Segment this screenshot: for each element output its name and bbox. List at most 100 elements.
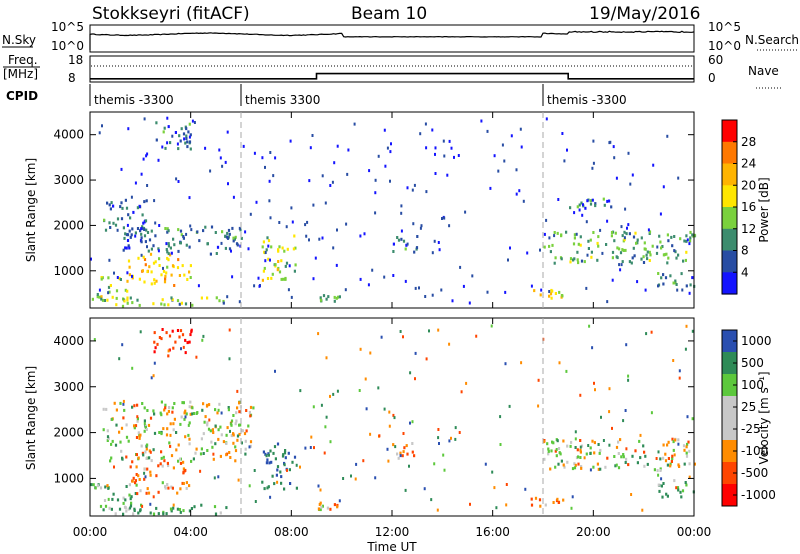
velocity-cell xyxy=(304,446,307,450)
velocity-cbar-label: 500 xyxy=(741,356,764,370)
velocity-cell xyxy=(650,411,653,415)
power-cell xyxy=(392,250,395,253)
velocity-cell xyxy=(656,469,659,473)
power-cell xyxy=(140,240,143,244)
velocity-cell xyxy=(262,450,265,454)
velocity-cell xyxy=(591,439,594,443)
power-cell xyxy=(167,258,170,262)
power-cell xyxy=(267,244,270,248)
velocity-cell xyxy=(124,498,127,502)
power-cell xyxy=(578,208,581,212)
power-cell xyxy=(677,253,680,257)
velocity-cell xyxy=(358,389,361,392)
velocity-cell xyxy=(201,338,204,342)
cpid-segment-label: themis 3300 xyxy=(245,93,320,107)
power-cell xyxy=(109,226,112,229)
power-cell xyxy=(631,173,634,177)
power-cell xyxy=(230,249,232,253)
power-cell xyxy=(392,274,395,277)
velocity-cbar-label: 25 xyxy=(741,400,756,414)
velocity-cell xyxy=(458,431,461,434)
velocity-cell xyxy=(687,440,690,444)
power-cell xyxy=(170,296,173,300)
power-cell xyxy=(108,258,111,262)
power-cell xyxy=(191,303,194,307)
power-cell xyxy=(560,234,563,238)
velocity-cell xyxy=(160,432,163,436)
x-tick-label: 08:00 xyxy=(274,525,309,539)
power-cell xyxy=(120,217,124,221)
velocity-cell xyxy=(130,495,133,499)
power-cbar-swatch xyxy=(722,141,737,165)
velocity-cell xyxy=(266,486,269,490)
velocity-cell xyxy=(110,507,113,511)
power-cell xyxy=(308,238,310,242)
power-cell xyxy=(238,300,241,304)
velocity-cell xyxy=(217,437,220,441)
power-cell xyxy=(621,234,624,238)
velocity-cell xyxy=(119,440,122,444)
velocity-cell xyxy=(317,332,320,336)
velocity-cell xyxy=(212,452,215,456)
power-cell xyxy=(158,224,161,227)
velocity-cell xyxy=(676,486,680,490)
power-cell xyxy=(594,204,597,208)
power-cell xyxy=(188,135,191,139)
velocity-cell xyxy=(630,493,633,496)
velocity-cell xyxy=(167,349,170,353)
power-cell xyxy=(109,207,112,211)
velocity-cell xyxy=(465,381,468,385)
velocity-cell xyxy=(234,449,238,453)
velocity-ylabel: Slant Range [km] xyxy=(24,366,38,470)
velocity-cell xyxy=(670,460,673,463)
power-cell xyxy=(553,261,556,265)
power-cell xyxy=(652,163,655,167)
velocity-cell xyxy=(442,453,445,457)
velocity-cell xyxy=(672,448,675,452)
velocity-cell xyxy=(225,442,228,445)
velocity-cell xyxy=(171,329,174,333)
power-cell xyxy=(164,227,167,230)
power-cell xyxy=(425,146,428,150)
velocity-cell xyxy=(448,342,451,346)
power-cbar-label: 16 xyxy=(741,200,756,214)
velocity-cell xyxy=(539,504,542,508)
power-cell xyxy=(141,213,144,217)
power-cell xyxy=(188,245,191,249)
power-cell xyxy=(232,236,235,240)
velocity-cell xyxy=(160,413,163,417)
velocity-cell xyxy=(200,503,203,507)
velocity-cell xyxy=(153,350,156,354)
power-cell xyxy=(353,122,356,126)
velocity-cell xyxy=(279,470,282,474)
power-cell xyxy=(127,127,130,131)
velocity-cell xyxy=(580,444,584,448)
x-tick-label: 12:00 xyxy=(375,525,410,539)
power-cell xyxy=(572,258,575,262)
velocity-cell xyxy=(219,511,222,515)
velocity-cell xyxy=(267,485,270,489)
velocity-cell xyxy=(247,424,250,428)
velocity-cell xyxy=(238,410,241,414)
velocity-cell xyxy=(557,501,560,504)
power-cell xyxy=(155,279,158,283)
power-cell xyxy=(400,211,403,215)
velocity-cell xyxy=(254,500,257,503)
velocity-cell xyxy=(131,479,134,483)
power-cell xyxy=(596,241,599,245)
power-cell xyxy=(486,290,489,294)
power-cell xyxy=(623,230,626,234)
velocity-cell xyxy=(103,499,107,502)
nsky-panel: N.Sky 10^5 10^0 10^5 10^0 N.Search xyxy=(2,20,799,53)
power-cell xyxy=(647,228,650,232)
velocity-cell xyxy=(102,508,105,512)
cpid-segment-label: themis -3300 xyxy=(547,93,627,107)
velocity-ytick-label: 4000 xyxy=(53,334,84,348)
power-cell xyxy=(634,231,637,235)
velocity-cbar-label: 100 xyxy=(741,378,764,392)
power-cell xyxy=(167,125,170,129)
velocity-cell xyxy=(546,442,549,446)
power-cell xyxy=(96,293,99,296)
velocity-cell xyxy=(574,463,577,467)
power-cbar-swatch xyxy=(722,272,737,295)
